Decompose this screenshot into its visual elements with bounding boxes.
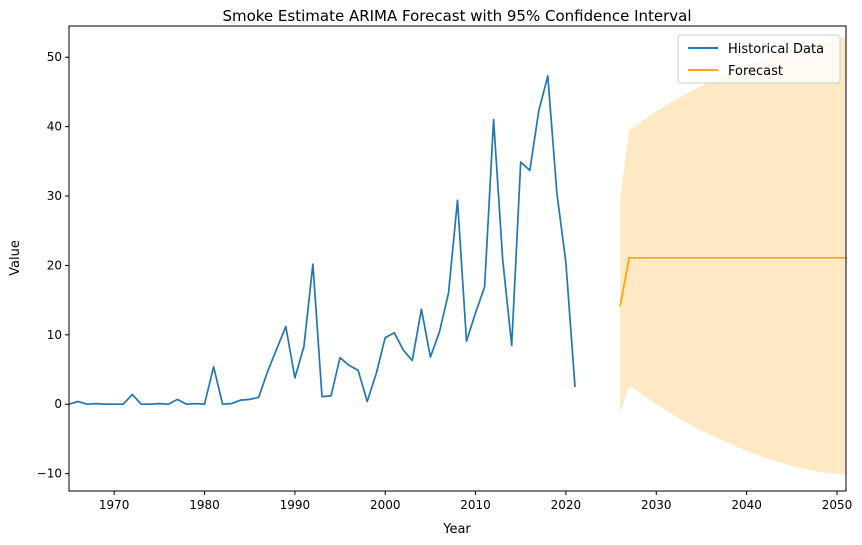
historical-data-line xyxy=(69,75,576,406)
x-axis-label: Year xyxy=(442,522,471,537)
plot-area xyxy=(69,37,846,475)
x-tick-label: 1970 xyxy=(99,498,130,512)
y-tick-label: 40 xyxy=(47,120,62,134)
x-tick-label: 2040 xyxy=(731,498,762,512)
x-tick-label: 1980 xyxy=(189,498,220,512)
x-tick-label: 2020 xyxy=(551,498,582,512)
x-tick-label: 1990 xyxy=(280,498,311,512)
y-tick-label: 10 xyxy=(47,328,62,342)
forecast-line xyxy=(619,256,846,307)
plot-frame xyxy=(68,25,847,492)
legend-label-forecast: Forecast xyxy=(728,64,783,79)
y-tick-label: 0 xyxy=(54,397,62,411)
y-axis: −10 0 10 20 30 40 50 xyxy=(37,50,69,481)
x-axis: 1970 1980 1990 2000 2010 2020 2030 2040 2050 xyxy=(99,491,852,512)
x-tick-label: 2000 xyxy=(370,498,401,512)
x-tick-label: 2030 xyxy=(641,498,672,512)
legend-box xyxy=(677,34,841,84)
x-tick-label: 2050 xyxy=(822,498,853,512)
legend: Historical Data Forecast xyxy=(677,34,841,84)
legend-label-historical: Historical Data xyxy=(728,42,824,57)
confidence-band xyxy=(620,37,846,475)
y-axis-label: Value xyxy=(8,240,23,276)
x-tick-label: 2010 xyxy=(460,498,491,512)
y-tick-label: 20 xyxy=(47,258,62,272)
y-tick-label: 50 xyxy=(47,50,62,64)
chart-title: Smoke Estimate ARIMA Forecast with 95% C… xyxy=(222,7,691,25)
y-tick-label: −10 xyxy=(37,467,62,481)
y-tick-label: 30 xyxy=(47,189,62,203)
